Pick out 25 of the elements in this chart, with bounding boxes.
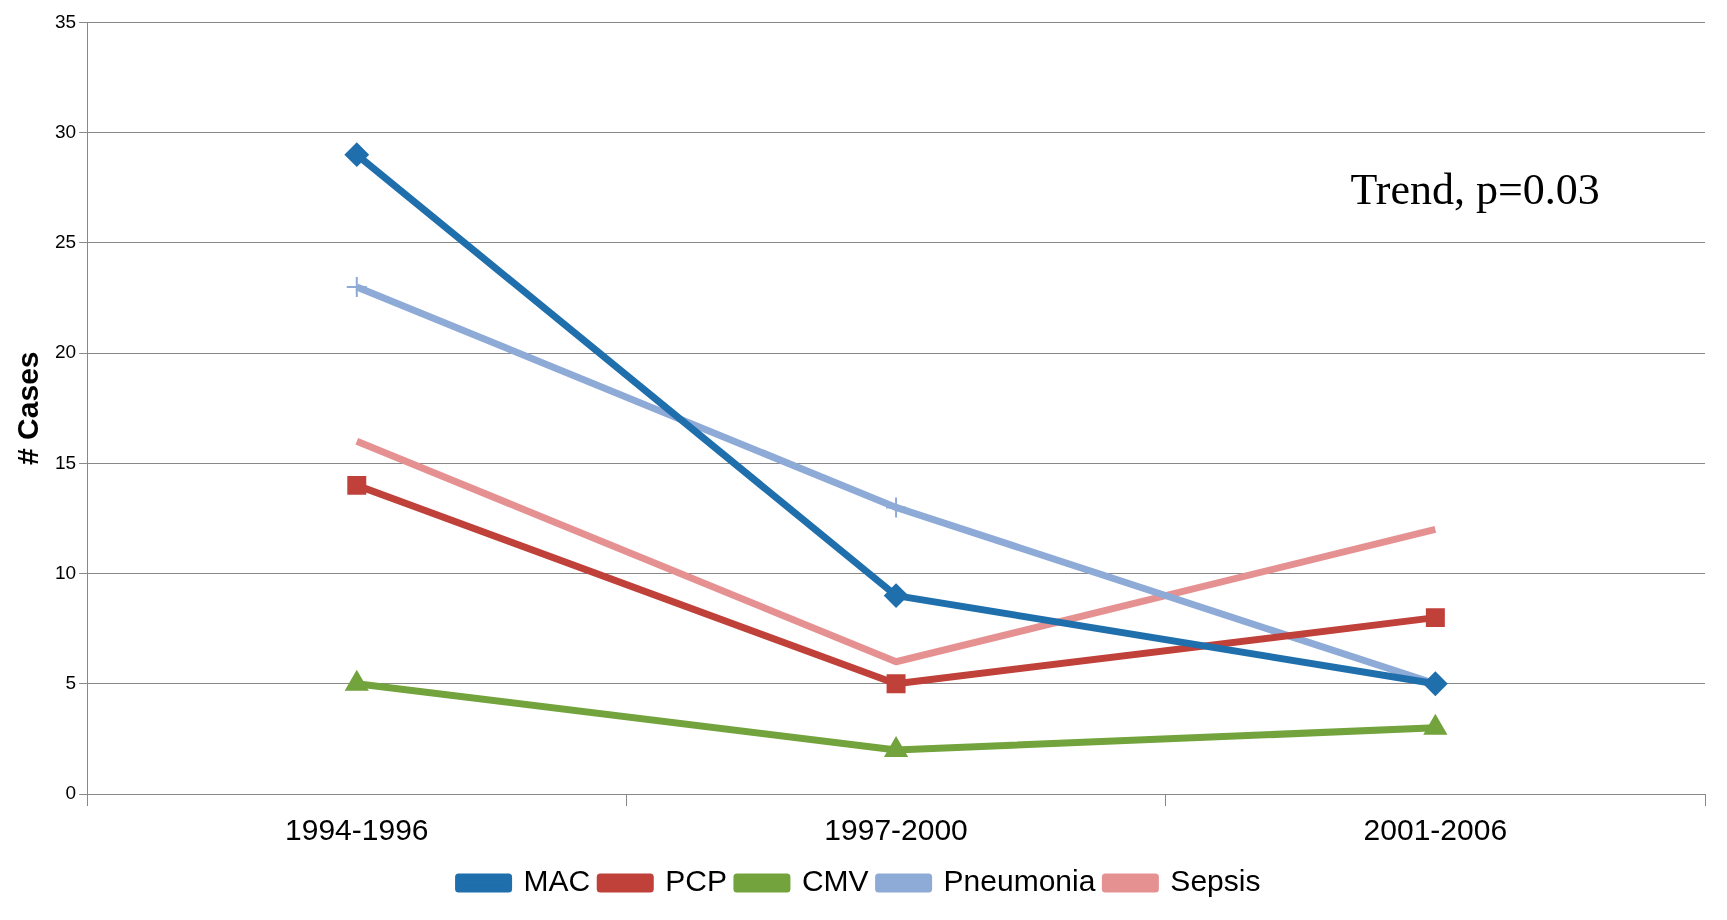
legend-label: Pneumonia: [943, 864, 1096, 898]
y-tick-label: 15: [54, 451, 77, 473]
point: [886, 674, 906, 694]
point: [347, 475, 367, 495]
point: [344, 142, 369, 167]
legend-label: PCP: [665, 864, 727, 898]
y-tick-label: 0: [65, 782, 77, 804]
point: [884, 583, 909, 608]
y-tick-label: 35: [54, 10, 77, 32]
point: [345, 275, 368, 298]
point: [1425, 608, 1445, 628]
y-axis-title: # Cases: [11, 351, 45, 465]
legend-label: Sepsis: [1170, 864, 1261, 898]
legend-label: CMV: [801, 864, 869, 898]
x-tick-label: 1994-1996: [285, 813, 429, 847]
x-tick-label: 2001-2006: [1363, 813, 1508, 847]
y-tick-label: 5: [65, 672, 77, 694]
point: [885, 496, 908, 519]
y-tick-label: 20: [54, 341, 77, 363]
annotation: Trend, p=0.03: [1350, 164, 1600, 214]
y-tick-label: 10: [54, 561, 77, 583]
y-tick-label: 25: [54, 231, 77, 253]
x-tick-label: 1997-2000: [824, 813, 968, 847]
y-tick-label: 30: [54, 120, 77, 142]
legend-label: MAC: [523, 864, 591, 898]
